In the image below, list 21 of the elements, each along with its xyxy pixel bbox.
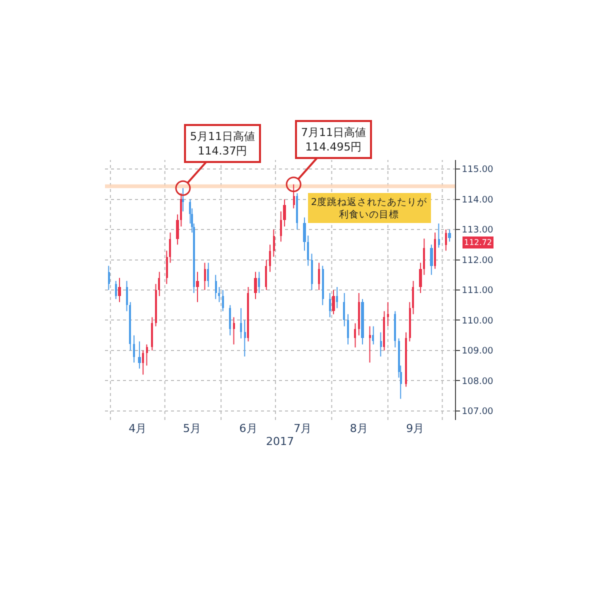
annotation: 5月11日高値 114.37円 [190,130,255,158]
y-tick-label: 114.00 [462,195,494,206]
x-tick-label: 7月 [294,422,312,435]
annotation: 利食いの目標 [339,208,400,220]
x-tick-label: 6月 [239,422,258,435]
x-tick-label: 9月 [406,422,424,435]
x-tick-label: 4月 [128,422,147,435]
x-axis-title: 2017 [266,435,294,448]
x-tick-label: 5月 [183,422,202,435]
y-tick-label: 113.00 [462,226,494,236]
y-tick-label: 107.00 [462,407,494,418]
annotation: 7月11日高値 114.495円 [301,126,366,154]
annotation: 112.72 [464,238,492,247]
y-tick-label: 111.00 [462,286,494,296]
y-tick-label: 110.00 [462,316,494,326]
y-tick-label: 115.00 [462,165,494,176]
y-tick-label: 108.00 [462,376,494,387]
x-tick-label: 8月 [350,422,368,435]
y-tick-label: 112.00 [462,256,494,266]
y-tick-label: 109.00 [462,346,494,357]
annotation: 2度跳ね返されたあたりが [311,196,428,208]
